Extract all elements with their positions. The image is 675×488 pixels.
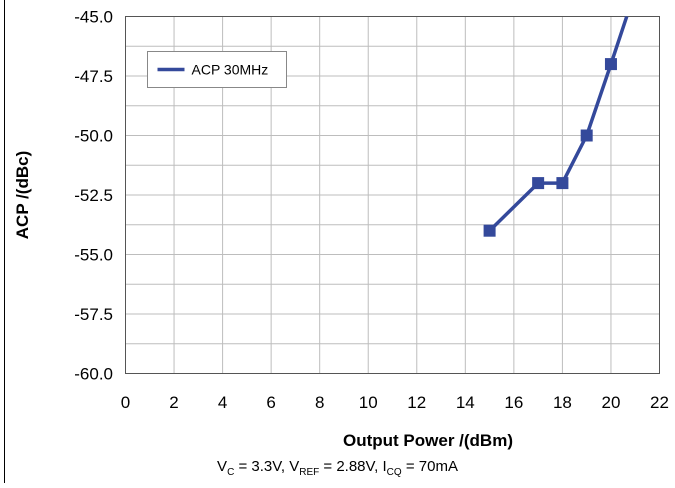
x-tick-label: 6 [266,393,275,412]
legend: ACP 30MHz [147,51,287,88]
legend-label: ACP 30MHz [192,62,269,78]
caption-vref-value: = 2.88V, [319,458,383,475]
data-point-marker [604,58,617,71]
x-tick-label: 14 [456,393,475,412]
conditions-caption: VC = 3.3V, VREF = 2.88V, ICQ = 70mA [0,458,675,478]
caption-icq-value: = 70mA [401,458,458,475]
y-tick-label: -45.0 [74,8,113,27]
y-tick-label: -52.5 [74,186,113,205]
y-tick-label: -50.0 [74,127,113,146]
y-axis-label: ACP /(dBc) [13,151,32,239]
x-tick-label: 12 [407,393,426,412]
caption-vref-sub: REF [299,467,320,478]
series-layer [483,15,629,237]
y-tick-label: -47.5 [74,67,113,86]
x-axis-label: Output Power /(dBm) [343,431,513,450]
data-point-marker [580,129,593,142]
caption-icq-sub: CQ [386,467,402,478]
x-tick-label: 20 [601,393,620,412]
plot-area-border [125,16,660,374]
caption-vc: V [217,458,228,475]
tick-labels: 0 2 4 6 8 10 12 14 16 18 20 22 -45.0 -47.5 -50.0 -52.5 -… [74,8,669,413]
x-tick-label: 8 [315,393,324,412]
x-tick-label: 4 [218,393,227,412]
x-tick-label: 22 [650,393,669,412]
x-tick-label: 16 [504,393,523,412]
caption-icq: I [382,458,387,475]
x-tick-label: 18 [553,393,572,412]
data-point-marker [483,224,496,237]
series-line [488,15,629,232]
y-tick-label: -55.0 [74,246,113,265]
y-tick-label: -60.0 [74,365,113,384]
grid-layer [125,16,660,374]
data-point-marker [556,177,569,190]
y-tick-label: -57.5 [74,305,113,324]
x-tick-label: 0 [121,393,130,412]
x-tick-label: 2 [169,393,178,412]
caption-vc-value: = 3.3V, [234,458,290,475]
data-point-marker [532,177,545,190]
caption-vref: V [289,458,300,475]
caption-vc-sub: C [227,467,235,478]
left-border-line [4,0,5,483]
x-tick-label: 10 [359,393,378,412]
